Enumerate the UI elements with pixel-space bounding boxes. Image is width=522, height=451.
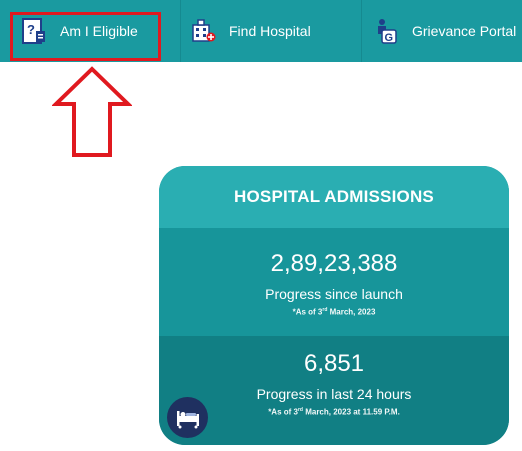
hospital-bed-icon bbox=[167, 397, 208, 438]
stat-value-launch: 2,89,23,388 bbox=[270, 250, 398, 277]
svg-text:?: ? bbox=[27, 22, 35, 37]
nav-item-grievance-portal[interactable]: G Grievance Portal bbox=[362, 0, 522, 62]
stat-value-24h: 6,851 bbox=[303, 350, 365, 377]
nav-label-am-i-eligible: Am I Eligible bbox=[60, 23, 138, 39]
stat-label-24h: Progress in last 24 hours bbox=[256, 386, 412, 402]
nav-item-am-i-eligible[interactable]: ? Am I Eligible bbox=[0, 0, 181, 62]
top-navbar: ? Am I Eligible Find Hospital G Grievanc bbox=[0, 0, 522, 62]
eligibility-icon: ? bbox=[22, 18, 45, 44]
card-title: HOSPITAL ADMISSIONS bbox=[159, 166, 509, 228]
nav-item-find-hospital[interactable]: Find Hospital bbox=[181, 0, 362, 62]
stat-note-launch: *As of 3rd March, 2023 bbox=[292, 307, 376, 317]
up-arrow-annotation bbox=[52, 66, 132, 157]
hospital-icon bbox=[192, 19, 216, 42]
grievance-icon: G bbox=[378, 19, 397, 44]
stat-note-24h: *As of 3rd March, 2023 at 11.59 P.M. bbox=[268, 407, 400, 417]
nav-label-find-hospital: Find Hospital bbox=[229, 23, 311, 39]
svg-text:G: G bbox=[385, 32, 394, 44]
hospital-admissions-card: HOSPITAL ADMISSIONS 2,89,23,388 Progress… bbox=[159, 166, 509, 445]
stat-since-launch: 2,89,23,388 Progress since launch *As of… bbox=[159, 228, 509, 336]
nav-label-grievance-portal: Grievance Portal bbox=[412, 23, 517, 39]
stat-last-24-hours: 6,851 Progress in last 24 hours *As of 3… bbox=[159, 336, 509, 445]
stat-label-launch: Progress since launch bbox=[265, 286, 403, 302]
